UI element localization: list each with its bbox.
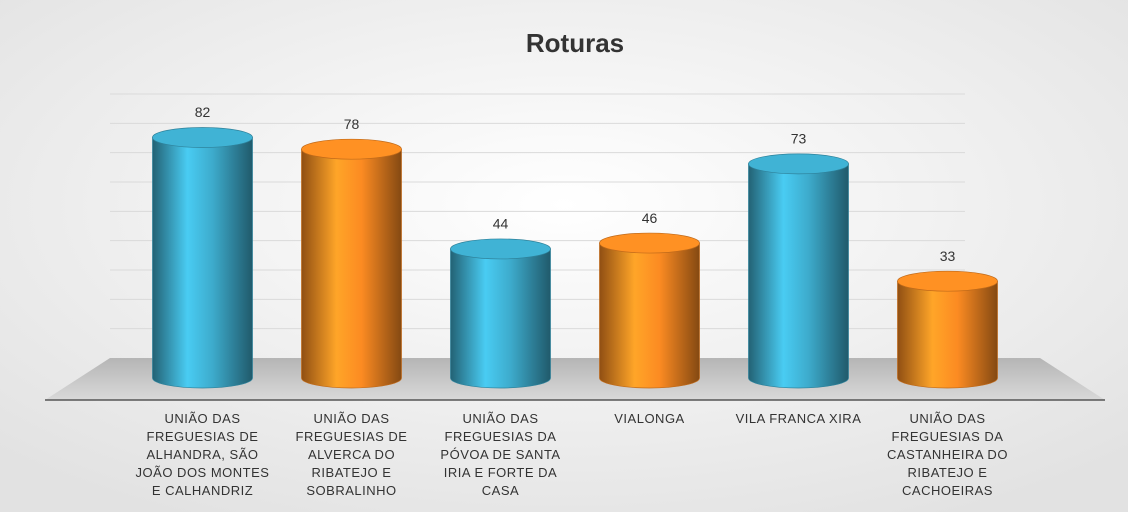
chart-title: Roturas (526, 28, 624, 58)
x-tick-label: VILA FRANCA XIRA (735, 411, 862, 426)
x-tick-label: UNIÃO DAS FREGUESIAS DE ALHANDRA, SÃO JO… (135, 411, 270, 498)
bar-body (301, 148, 402, 389)
bar (301, 138, 402, 389)
bar (748, 153, 849, 389)
bar-top (748, 153, 849, 175)
x-tick-label: VIALONGA (614, 411, 685, 426)
data-label: 82 (195, 104, 211, 120)
x-tick-label: UNIÃO DAS FREGUESIAS DA CASTANHEIRA DO R… (887, 411, 1008, 498)
bar (152, 127, 253, 389)
bar (450, 238, 551, 389)
data-label: 78 (344, 116, 360, 132)
bar-top (599, 232, 700, 254)
bar-body (897, 280, 998, 389)
data-label: 46 (642, 210, 658, 226)
bar-body (450, 248, 551, 389)
bar-top (450, 238, 551, 260)
data-label: 73 (791, 131, 807, 147)
bar (599, 232, 700, 389)
data-label: 33 (940, 248, 956, 264)
bar-body (152, 137, 253, 389)
bar-body (748, 163, 849, 389)
data-label: 44 (493, 216, 509, 232)
bar-top (897, 270, 998, 292)
x-tick-label: UNIÃO DAS FREGUESIAS DE ALVERCA DO RIBAT… (295, 411, 408, 498)
bar-top (301, 138, 402, 160)
bar-top (152, 127, 253, 148)
bar-body (599, 242, 700, 389)
x-tick-label: UNIÃO DAS FREGUESIAS DA PÓVOA DE SANTA I… (440, 411, 561, 498)
bar (897, 270, 998, 389)
